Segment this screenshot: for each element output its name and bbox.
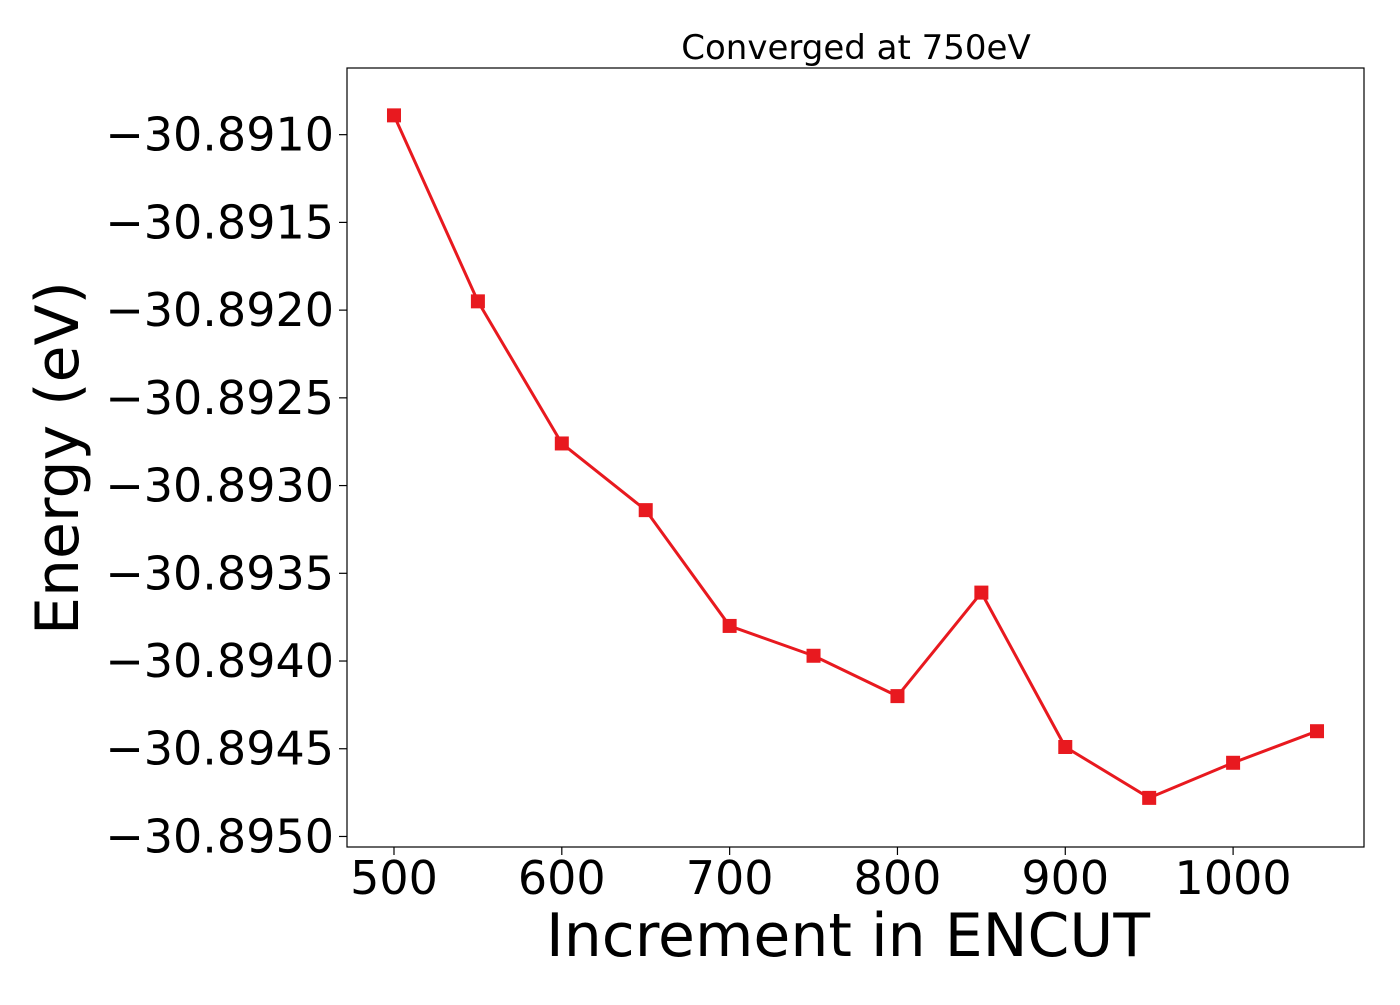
series-layer [386, 108, 1325, 805]
x-axis: 500 600 700 800 900 1000 [350, 847, 1292, 905]
y-tick-label: −30.8935 [105, 546, 334, 600]
chart-title: Converged at 750eV [681, 28, 1030, 68]
x-tick-label: 600 [518, 851, 606, 905]
x-tick-label: 700 [686, 851, 774, 905]
data-point-marker [1226, 755, 1241, 770]
plot-area-frame [346, 67, 1365, 848]
x-tick-label: 1000 [1175, 851, 1292, 905]
y-tick-label: −30.8945 [105, 722, 334, 776]
data-point-marker [470, 294, 485, 309]
data-point-marker [806, 648, 821, 663]
data-point-marker [722, 618, 737, 633]
y-tick-label: −30.8925 [105, 371, 334, 425]
data-point-marker [554, 436, 569, 451]
y-tick-label: −30.8910 [105, 108, 334, 162]
y-tick-label: −30.8950 [105, 809, 334, 863]
data-point-marker [386, 108, 401, 123]
data-point-marker [974, 585, 989, 600]
y-tick-label: −30.8920 [105, 283, 334, 337]
series-line [392, 114, 1318, 800]
y-tick-label: −30.8930 [105, 459, 334, 513]
data-point-marker [1142, 790, 1157, 805]
x-tick-label: 900 [1021, 851, 1109, 905]
data-point-marker [638, 503, 653, 518]
x-axis-title: Increment in ENCUT [546, 901, 1150, 971]
y-tick-label: −30.8915 [105, 195, 334, 249]
data-point-marker [890, 689, 905, 704]
y-axis-title: Energy (eV) [23, 281, 93, 635]
y-tick-label: −30.8940 [105, 634, 334, 688]
y-axis: −30.8910 −30.8915 −30.8920 −30.8925 −30.8930… [105, 108, 347, 863]
data-point-marker [1058, 739, 1073, 754]
x-tick-label: 800 [854, 851, 942, 905]
data-point-marker [1310, 724, 1325, 739]
x-tick-label: 500 [350, 851, 438, 905]
